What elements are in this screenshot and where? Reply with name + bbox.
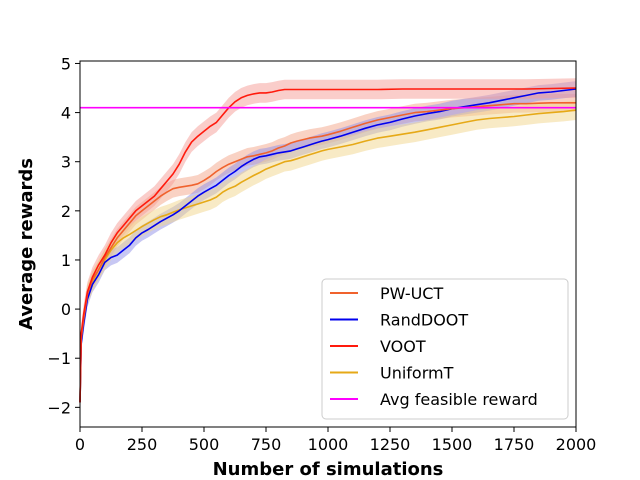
x-tick-label: 2000 <box>556 435 597 454</box>
series-line-voot <box>79 87 577 403</box>
legend: PW-UCT RandDOOT VOOT UniformT Avg feasible r… <box>321 278 569 420</box>
y-tick-label: 4 <box>61 104 71 123</box>
confidence-bands <box>80 78 576 413</box>
x-tick-label: 1250 <box>370 435 411 454</box>
x-tick-label: 750 <box>251 435 282 454</box>
legend-box <box>321 278 569 420</box>
y-tick-label: −1 <box>47 349 71 368</box>
legend-label: UniformT <box>380 364 454 383</box>
y-tick-label: 2 <box>61 202 71 221</box>
y-axis-ticks: −2 −1 0 1 2 3 4 5 <box>47 54 80 417</box>
series-line-uniformt <box>79 109 577 403</box>
legend-label: RandDOOT <box>380 311 468 330</box>
x-tick-label: 1500 <box>432 435 473 454</box>
legend-label: Avg feasible reward <box>380 390 538 409</box>
series-line-pw-uct <box>79 102 576 403</box>
x-tick-label: 500 <box>189 435 220 454</box>
x-tick-label: 0 <box>75 435 85 454</box>
y-axis-title: Average rewards <box>16 158 37 330</box>
x-tick-label: 250 <box>127 435 158 454</box>
series-lines <box>79 87 577 403</box>
x-tick-label: 1000 <box>308 435 349 454</box>
x-tick-label: 1750 <box>494 435 535 454</box>
y-tick-label: 0 <box>61 300 71 319</box>
y-tick-label: 3 <box>61 153 71 172</box>
legend-label: VOOT <box>380 337 426 356</box>
x-axis-ticks: 0 250 500 750 1000 1250 1500 1750 2000 <box>75 427 596 454</box>
y-tick-label: 1 <box>61 251 71 270</box>
band-pw-uct <box>80 93 576 412</box>
legend-label: PW-UCT <box>380 284 443 303</box>
x-axis-title: Number of simulations <box>213 459 444 480</box>
y-tick-label: −2 <box>47 398 71 417</box>
y-tick-label: 5 <box>61 54 71 73</box>
